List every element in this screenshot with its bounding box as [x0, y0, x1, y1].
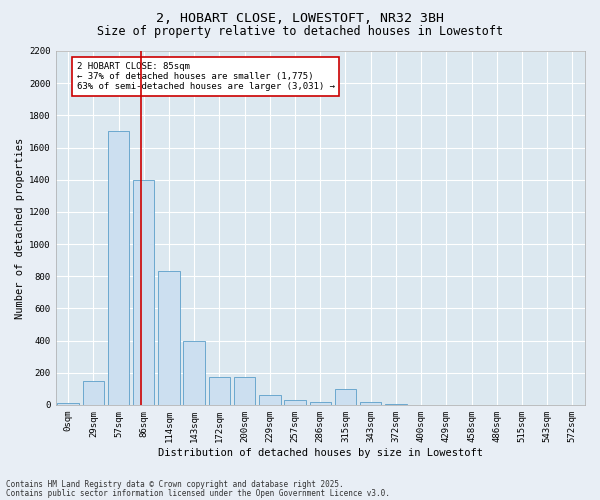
Y-axis label: Number of detached properties: Number of detached properties: [15, 138, 25, 318]
Bar: [335, 389, 356, 405]
Bar: [284, 400, 306, 405]
Text: Contains public sector information licensed under the Open Government Licence v3: Contains public sector information licen…: [6, 488, 390, 498]
Text: Contains HM Land Registry data © Crown copyright and database right 2025.: Contains HM Land Registry data © Crown c…: [6, 480, 344, 489]
Bar: [133, 180, 154, 405]
Bar: [209, 376, 230, 405]
Bar: [310, 402, 331, 405]
Bar: [58, 403, 79, 405]
Bar: [385, 404, 407, 405]
Text: 2, HOBART CLOSE, LOWESTOFT, NR32 3BH: 2, HOBART CLOSE, LOWESTOFT, NR32 3BH: [156, 12, 444, 26]
Bar: [360, 402, 382, 405]
Bar: [234, 378, 256, 405]
X-axis label: Distribution of detached houses by size in Lowestoft: Distribution of detached houses by size …: [158, 448, 483, 458]
Bar: [83, 380, 104, 405]
Bar: [108, 132, 129, 405]
Bar: [158, 272, 180, 405]
Bar: [259, 395, 281, 405]
Bar: [184, 340, 205, 405]
Text: 2 HOBART CLOSE: 85sqm
← 37% of detached houses are smaller (1,775)
63% of semi-d: 2 HOBART CLOSE: 85sqm ← 37% of detached …: [77, 62, 335, 92]
Text: Size of property relative to detached houses in Lowestoft: Size of property relative to detached ho…: [97, 25, 503, 38]
